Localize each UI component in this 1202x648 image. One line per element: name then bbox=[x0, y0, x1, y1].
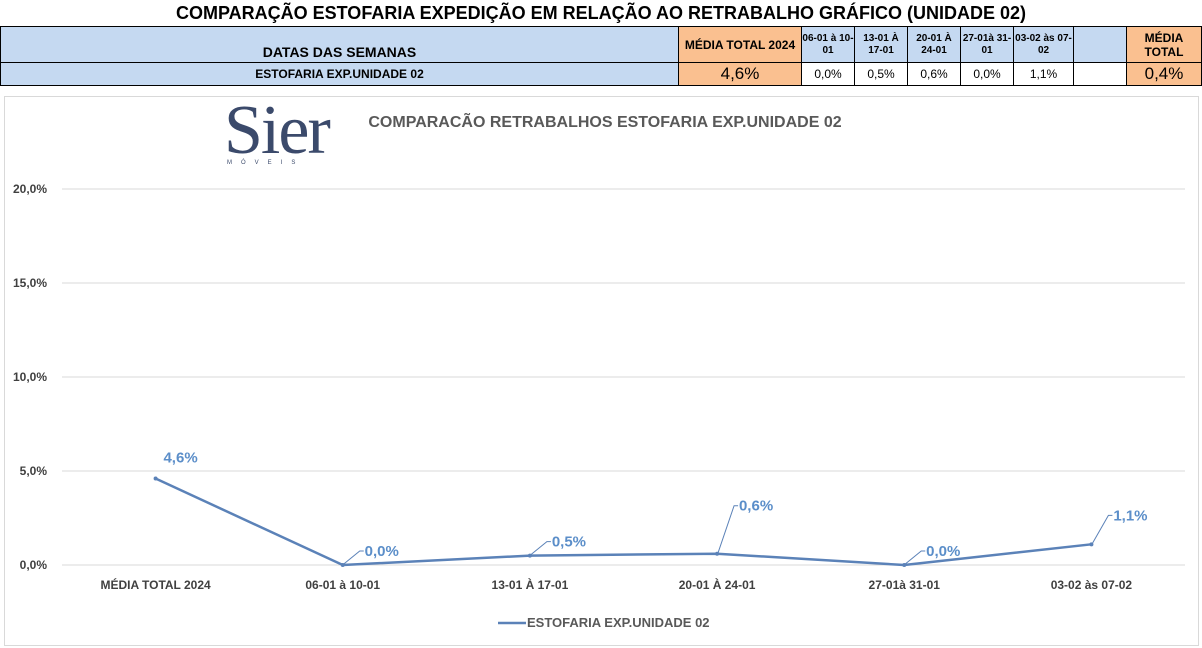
sier-logo: Sier MÓVEIS bbox=[224, 96, 346, 172]
row-media-2024-value: 4,6% bbox=[720, 64, 760, 83]
row-media-2024-cell[interactable]: 4,6% bbox=[678, 62, 802, 86]
row-week-cell[interactable]: 0,6% bbox=[907, 62, 961, 86]
header-media-total-cell[interactable]: MÉDIA TOTAL bbox=[1126, 26, 1202, 63]
gridlines bbox=[62, 188, 1185, 566]
row-week-value: 0,0% bbox=[814, 67, 842, 81]
row-media-total-value: 0,4% bbox=[1144, 64, 1184, 83]
data-label: 0,5% bbox=[552, 534, 586, 551]
header-week-cell[interactable]: 06-01 à 10-01 bbox=[801, 26, 855, 63]
legend: ESTOFARIA EXP.UNIDADE 02 bbox=[498, 615, 710, 630]
data-label: 1,1% bbox=[1113, 507, 1147, 524]
header-media-2024: MÉDIA TOTAL 2024 bbox=[684, 37, 796, 52]
data-label-leader bbox=[343, 550, 364, 565]
data-label: 0,0% bbox=[926, 543, 960, 560]
chart-title: COMPARACÃO RETRABALHOS ESTOFARIA EXP.UNI… bbox=[368, 111, 841, 131]
y-axis-tick-labels: 0,0% 5,0% 10,0% 15,0% 20,0% bbox=[13, 182, 47, 572]
row-week-value: 1,1% bbox=[1029, 67, 1058, 81]
series-line bbox=[155, 477, 1092, 567]
header-week-label: 03-02 às 07-02 bbox=[1015, 32, 1072, 56]
summary-table: DATAS DAS SEMANAS MÉDIA TOTAL 2024 06-01… bbox=[0, 26, 1202, 86]
legend-label: ESTOFARIA EXP.UNIDADE 02 bbox=[527, 615, 710, 630]
data-label: 0,6% bbox=[739, 498, 773, 515]
row-week-cell[interactable]: 1,1% bbox=[1013, 62, 1074, 86]
x-axis-tick-labels: MÉDIA TOTAL 2024 06-01 à 10-01 13-01 À 17-… bbox=[100, 577, 1132, 592]
y-tick-label: 5,0% bbox=[20, 464, 48, 478]
y-tick-label: 0,0% bbox=[20, 558, 48, 572]
header-week-cell[interactable]: 03-02 às 07-02 bbox=[1013, 26, 1074, 63]
header-week-cell[interactable]: 27-01à 31-01 bbox=[960, 26, 1014, 63]
header-label: DATAS DAS SEMANAS bbox=[262, 44, 417, 60]
header-week-cell[interactable]: 20-01 À 24-01 bbox=[907, 26, 961, 63]
table-row: ESTOFARIA EXP.UNIDADE 02 4,6% 0,0% 0,5% … bbox=[0, 62, 1202, 86]
header-week-label: 06-01 à 10-01 bbox=[802, 32, 854, 56]
header-media-2024-cell[interactable]: MÉDIA TOTAL 2024 bbox=[678, 26, 802, 63]
row-week-value: 0,0% bbox=[973, 67, 1001, 81]
table-header-row: DATAS DAS SEMANAS MÉDIA TOTAL 2024 06-01… bbox=[0, 26, 1202, 63]
y-tick-label: 10,0% bbox=[13, 370, 47, 384]
row-week-cell[interactable]: 0,0% bbox=[801, 62, 855, 86]
data-labels: 4,6% 0,0% 0,5% 0,6% 0,0% 1,1% bbox=[163, 450, 1148, 565]
data-label-leader bbox=[717, 505, 739, 553]
x-tick-label: MÉDIA TOTAL 2024 bbox=[100, 577, 211, 592]
header-media-total: MÉDIA TOTAL bbox=[1144, 30, 1184, 59]
header-week-label: 20-01 À 24-01 bbox=[916, 32, 952, 56]
x-tick-label: 20-01 À 24-01 bbox=[679, 577, 756, 592]
sheet-title: COMPARAÇÃO ESTOFARIA EXPEDIÇÃO EM RELAÇÃ… bbox=[175, 3, 1027, 23]
data-label-leader bbox=[1091, 514, 1113, 544]
row-week-value: 0,6% bbox=[920, 67, 948, 81]
row-week-cell[interactable]: 0,0% bbox=[960, 62, 1014, 86]
logo-subtitle: MÓVEIS bbox=[227, 160, 305, 166]
header-week-cell[interactable]: 13-01 À 17-01 bbox=[854, 26, 908, 63]
row-week-value: 0,5% bbox=[867, 67, 895, 81]
row-media-total-cell[interactable]: 0,4% bbox=[1126, 62, 1202, 86]
x-tick-label: 06-01 à 10-01 bbox=[305, 578, 380, 592]
header-blank-cell[interactable] bbox=[1073, 26, 1127, 63]
x-tick-label: 27-01à 31-01 bbox=[869, 578, 941, 592]
header-week-label: 27-01à 31-01 bbox=[962, 32, 1012, 56]
row-label-cell[interactable]: ESTOFARIA EXP.UNIDADE 02 bbox=[0, 62, 679, 86]
data-label-leader bbox=[530, 541, 551, 555]
logo-wordmark: Sier bbox=[224, 92, 331, 169]
data-label-leader bbox=[904, 550, 926, 565]
x-tick-label: 13-01 À 17-01 bbox=[492, 577, 569, 592]
y-tick-label: 20,0% bbox=[13, 182, 47, 196]
data-point bbox=[153, 476, 158, 481]
row-label: ESTOFARIA EXP.UNIDADE 02 bbox=[255, 67, 424, 81]
row-week-cell[interactable]: 0,5% bbox=[854, 62, 908, 86]
row-blank-cell[interactable] bbox=[1073, 62, 1127, 86]
header-week-label: 13-01 À 17-01 bbox=[863, 32, 899, 56]
data-label: 4,6% bbox=[163, 450, 197, 467]
x-tick-label: 03-02 às 07-02 bbox=[1051, 578, 1133, 592]
data-label: 0,0% bbox=[365, 543, 399, 560]
header-label-cell[interactable]: DATAS DAS SEMANAS bbox=[0, 26, 679, 63]
y-tick-label: 15,0% bbox=[13, 276, 47, 290]
